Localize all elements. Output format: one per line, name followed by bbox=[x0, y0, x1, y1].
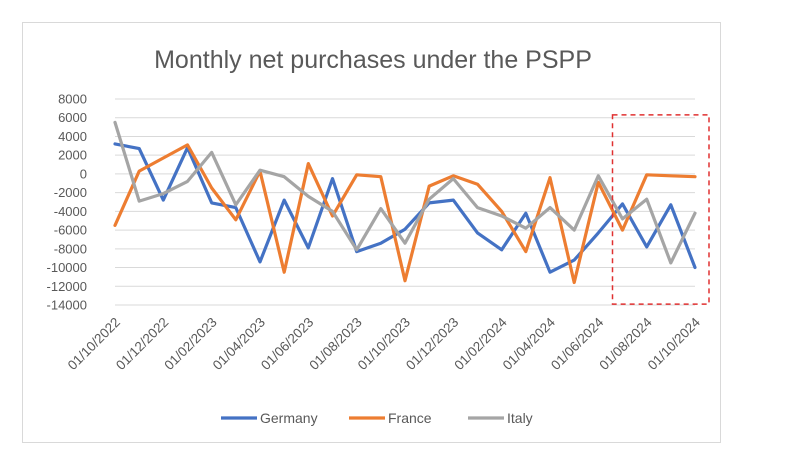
series-lines bbox=[113, 120, 697, 285]
gridlines bbox=[115, 98, 695, 306]
legend-label-germany: Germany bbox=[260, 410, 318, 426]
y-tick-label: 6000 bbox=[58, 110, 87, 125]
legend: Germany France Italy bbox=[221, 410, 533, 426]
chart-title: Monthly net purchases under the PSPP bbox=[154, 46, 592, 74]
x-axis-ticks: 01/10/202201/12/202201/02/202301/04/2023… bbox=[65, 314, 704, 373]
y-tick-label: -12000 bbox=[47, 279, 87, 294]
chart-frame: Monthly net purchases under the PSPP 800… bbox=[22, 22, 721, 443]
legend-label-france: France bbox=[388, 410, 432, 426]
y-tick-label: 8000 bbox=[58, 92, 87, 107]
x-tick-label: 01/10/2024 bbox=[645, 314, 704, 373]
y-tick-label: -14000 bbox=[47, 298, 87, 313]
highlight-box bbox=[611, 114, 710, 305]
y-tick-label: 2000 bbox=[58, 148, 87, 163]
y-tick-label: -4000 bbox=[54, 204, 87, 219]
series-line-italy bbox=[113, 120, 697, 265]
y-tick-label: 0 bbox=[80, 166, 87, 181]
legend-label-italy: Italy bbox=[507, 410, 533, 426]
y-tick-label: -8000 bbox=[54, 241, 87, 256]
series-line-france bbox=[113, 143, 697, 285]
y-tick-label: -6000 bbox=[54, 223, 87, 238]
y-tick-label: -10000 bbox=[47, 260, 87, 275]
series-line-germany bbox=[113, 142, 697, 274]
y-axis-ticks: 8000 6000 4000 2000 0 -2000 -4000 -6000 -8000 -10… bbox=[47, 92, 87, 313]
y-tick-label: 4000 bbox=[58, 129, 87, 144]
line-chart: Monthly net purchases under the PSPP 800… bbox=[47, 46, 710, 426]
y-tick-label: -2000 bbox=[54, 185, 87, 200]
annotations bbox=[611, 114, 710, 305]
